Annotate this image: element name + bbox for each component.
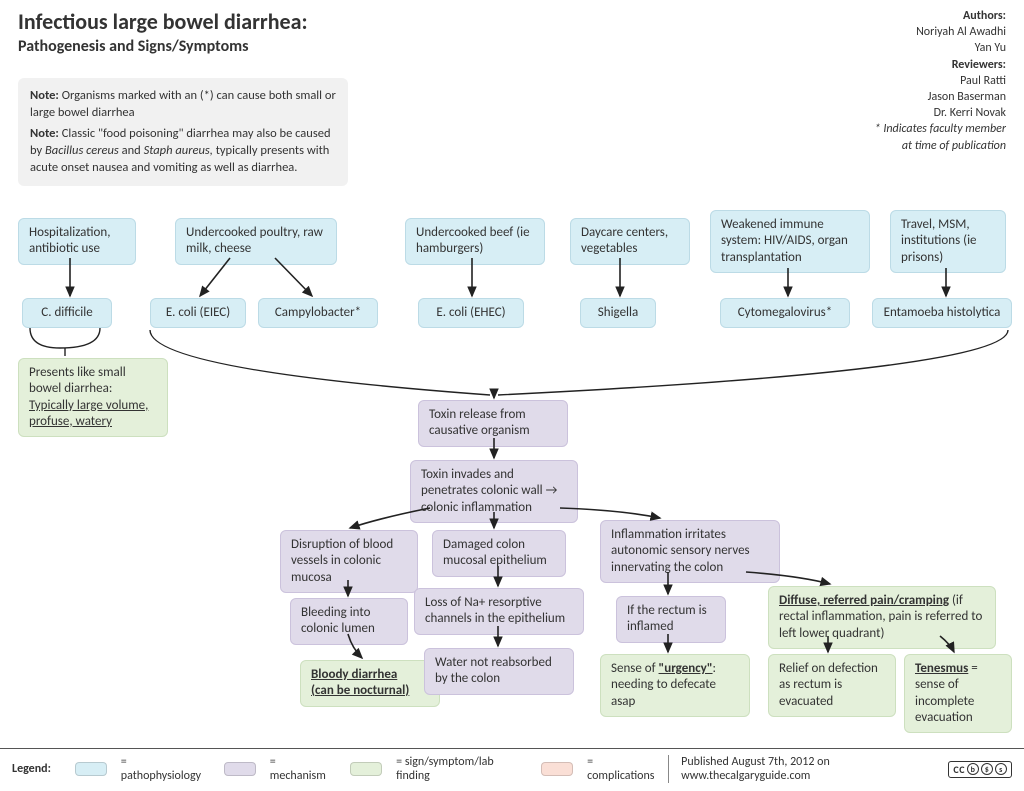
tenesmus-b: Tenesmus — [915, 661, 968, 676]
note2-ital1: Bacillus cereus — [45, 143, 119, 158]
risk-immune: Weakened immune system: HIV/AIDS, organ … — [710, 210, 870, 273]
node-relief: Relief on defection as rectum is evacuat… — [768, 654, 896, 717]
author-1: Noriyah Al Awadhi — [875, 24, 1006, 40]
sb-underline: Typically large volume, profuse, watery — [29, 398, 148, 429]
pain-bold: Diffuse, referred pain/cramping — [779, 593, 949, 608]
org-entamoeba: Entamoeba histolytica — [872, 298, 1012, 328]
author-2: Yan Yu — [875, 40, 1006, 56]
reviewer-3: Dr. Kerri Novak — [875, 105, 1006, 121]
reviewer-2: Jason Baserman — [875, 89, 1006, 105]
legend-mechanism: = mechanism — [270, 755, 330, 783]
legend-pathophys: = pathophysiology — [121, 755, 204, 783]
legend-published: Published August 7th, 2012 on www.thecal… — [681, 755, 938, 783]
note2-label: Note: — [30, 126, 59, 141]
org-campylobacter: Campylobacter* — [258, 298, 378, 328]
node-toxin-release: Toxin release from causative organism — [418, 400, 568, 447]
org-ehec: E. coli (EHEC) — [418, 298, 524, 328]
page-subtitle: Pathogenesis and Signs/Symptoms — [18, 37, 308, 56]
reviewer-1: Paul Ratti — [875, 73, 1006, 89]
note1-label: Note: — [30, 88, 59, 103]
credits-footnote-1: * Indicates faculty member — [875, 121, 1006, 137]
note-box: Note: Organisms marked with an (*) can c… — [18, 78, 348, 186]
risk-poultry: Undercooked poultry, raw milk, cheese — [175, 218, 337, 265]
node-bleeding: Bleeding into colonic lumen — [290, 598, 408, 645]
risk-daycare: Daycare centers, vegetables — [570, 218, 690, 265]
legend-sign: = sign/symptom/lab finding — [396, 755, 521, 783]
node-urgency: Sense of "urgency": needing to defecate … — [600, 654, 750, 717]
page-title: Infectious large bowel diarrhea: — [18, 8, 308, 35]
org-cdiff: C. difficile — [22, 298, 112, 328]
cc-sa-icon: s — [995, 763, 1007, 775]
credits-block: Authors: Noriyah Al Awadhi Yan Yu Review… — [875, 8, 1006, 154]
legend-label: Legend: — [12, 762, 51, 776]
org-eiec: E. coli (EIEC) — [150, 298, 246, 328]
org-cmv: Cytomegalovirus* — [720, 298, 850, 328]
node-bloody-diarrhea: Bloody diarrhea (can be nocturnal) — [300, 660, 440, 707]
node-lossna: Loss of Na+ resorptive channels in the e… — [414, 588, 584, 635]
node-tenesmus: Tenesmus = sense of incomplete evacuatio… — [904, 654, 1012, 733]
legend-swatch-mechanism — [224, 762, 256, 776]
node-rectum: If the rectum is inflamed — [616, 596, 726, 643]
small-bowel-presentation: Presents like small bowel diarrhea: Typi… — [18, 358, 168, 437]
risk-hospitalization: Hospitalization, antibiotic use — [18, 218, 136, 265]
legend-swatch-pathophys — [75, 762, 107, 776]
node-water: Water not reabsorbed by the colon — [424, 648, 574, 695]
sb-title: Presents like small bowel diarrhea: — [29, 365, 126, 396]
bloody-rest: (can be nocturnal) — [311, 683, 409, 698]
node-pain: Diffuse, referred pain/cramping (if rect… — [768, 586, 996, 649]
legend-swatch-sign — [350, 762, 382, 776]
risk-travel: Travel, MSM, institutions (ie prisons) — [890, 210, 1006, 273]
legend-bar: Legend: = pathophysiology = mechanism = … — [0, 748, 1024, 791]
legend-swatch-comp — [541, 762, 573, 776]
cc-text: CC — [953, 763, 965, 776]
note2-text-b: and — [119, 143, 144, 158]
authors-label: Authors: — [875, 8, 1006, 24]
note2-ital2: Staph aureus, — [144, 143, 213, 158]
urgency-a: Sense of — [611, 661, 659, 676]
node-inflammation: Inflammation irritates autonomic sensory… — [600, 520, 780, 583]
reviewers-label: Reviewers: — [875, 57, 1006, 73]
credits-footnote-2: at time of publication — [875, 138, 1006, 154]
node-damaged: Damaged colon mucosal epithelium — [432, 530, 566, 577]
urgency-b: "urgency" — [659, 661, 713, 676]
org-shigella: Shigella — [580, 298, 656, 328]
legend-comp: = complications — [587, 755, 658, 783]
node-toxin-invade: Toxin invades and penetrates colonic wal… — [410, 460, 578, 523]
cc-by-icon: b — [967, 763, 979, 775]
cc-badge: CC b $ s — [948, 761, 1012, 778]
node-disruption: Disruption of blood vessels in colonic m… — [280, 530, 418, 593]
bloody-bold: Bloody diarrhea — [311, 667, 397, 682]
risk-beef: Undercooked beef (ie hamburgers) — [405, 218, 545, 265]
cc-nc-icon: $ — [981, 763, 993, 775]
note1-text: Organisms marked with an (*) can cause b… — [30, 88, 336, 120]
